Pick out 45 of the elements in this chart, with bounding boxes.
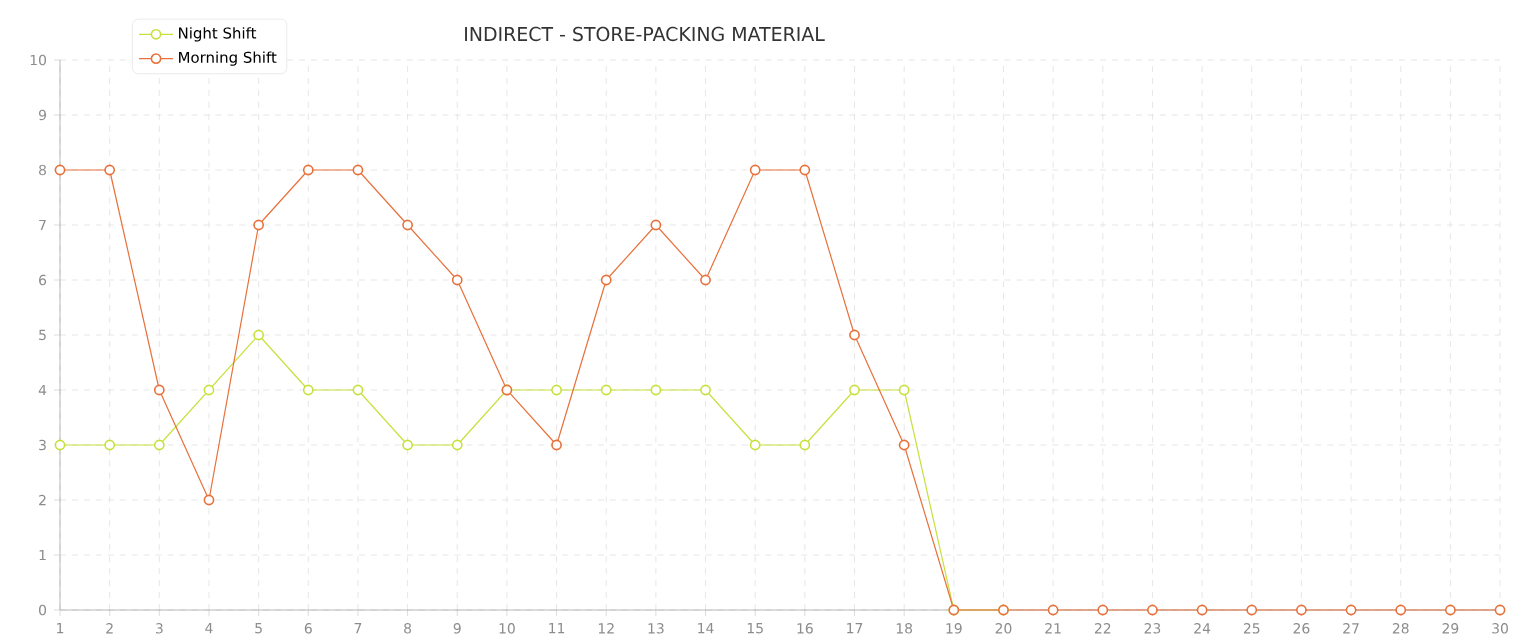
point bbox=[153, 439, 165, 451]
point bbox=[600, 384, 612, 396]
point bbox=[1047, 604, 1059, 616]
point bbox=[352, 164, 364, 176]
point bbox=[600, 274, 612, 286]
point bbox=[700, 384, 711, 396]
point bbox=[104, 439, 116, 451]
point bbox=[451, 274, 463, 286]
point bbox=[1444, 604, 1456, 616]
point bbox=[153, 384, 165, 396]
point bbox=[402, 439, 413, 451]
point bbox=[799, 164, 811, 176]
point bbox=[1147, 604, 1158, 616]
point bbox=[302, 384, 314, 396]
point bbox=[1246, 604, 1258, 616]
point bbox=[650, 219, 662, 231]
point bbox=[551, 439, 562, 451]
point bbox=[1345, 604, 1357, 616]
point bbox=[898, 439, 910, 451]
point bbox=[253, 329, 265, 341]
point bbox=[1196, 604, 1208, 616]
point bbox=[1395, 604, 1407, 616]
point bbox=[54, 164, 66, 176]
chart-title: INDIRECT - STORE-PACKING MATERIAL bbox=[465, 26, 825, 42]
point bbox=[849, 329, 860, 341]
point bbox=[749, 439, 761, 451]
point bbox=[203, 494, 215, 506]
point bbox=[551, 384, 562, 396]
point bbox=[700, 274, 711, 286]
point bbox=[253, 219, 265, 231]
point bbox=[352, 384, 364, 396]
point bbox=[1097, 604, 1109, 616]
point bbox=[54, 439, 66, 451]
point bbox=[799, 439, 811, 451]
point bbox=[650, 384, 662, 396]
point bbox=[1296, 604, 1307, 616]
point bbox=[849, 384, 860, 396]
point bbox=[302, 164, 314, 176]
point bbox=[451, 439, 463, 451]
point bbox=[203, 384, 215, 396]
point bbox=[402, 219, 413, 231]
point bbox=[1494, 604, 1506, 616]
point bbox=[104, 164, 116, 176]
point bbox=[749, 164, 761, 176]
point bbox=[898, 384, 910, 396]
